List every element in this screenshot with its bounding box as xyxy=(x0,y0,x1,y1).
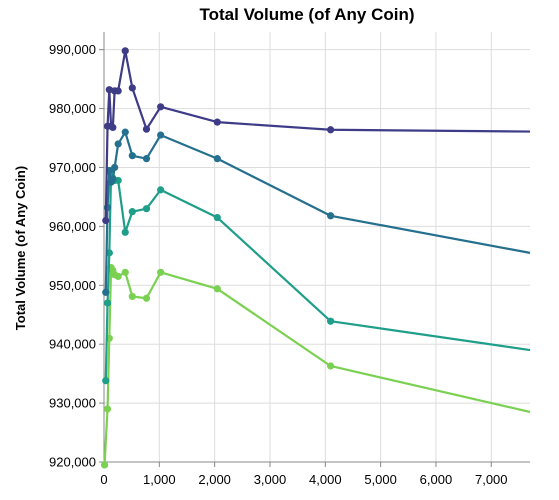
data-point xyxy=(327,212,335,220)
data-point xyxy=(114,140,122,148)
series-line xyxy=(103,266,531,466)
chart-title: Total Volume (of Any Coin) xyxy=(200,5,415,24)
data-point xyxy=(128,292,136,301)
x-tick-label: 3,000 xyxy=(254,472,287,487)
series-line xyxy=(104,49,531,221)
data-point xyxy=(157,131,165,139)
data-point xyxy=(102,216,110,225)
data-point xyxy=(213,213,221,222)
data-point xyxy=(142,294,151,302)
y-tick-label: 920,000 xyxy=(49,455,96,470)
x-tick-label: 7,000 xyxy=(475,472,508,487)
data-point xyxy=(114,87,122,95)
x-tick-label: 1,000 xyxy=(143,472,176,487)
data-point xyxy=(142,125,151,133)
series xyxy=(100,264,531,469)
y-tick-label: 980,000 xyxy=(49,101,96,116)
data-point xyxy=(128,208,136,216)
axes: 920,000 930,000 940,000 950,000 960,000 970,0… xyxy=(49,32,530,487)
data-point xyxy=(114,272,122,281)
x-tick-label: 4,000 xyxy=(309,472,342,487)
y-tick-label: 960,000 xyxy=(49,219,96,234)
x-tick-label: 0 xyxy=(100,472,107,487)
y-tick-label: 930,000 xyxy=(49,396,96,411)
y-axis-label: Total Volume (of Any Coin) xyxy=(13,166,28,330)
grid xyxy=(103,32,530,463)
data-point xyxy=(103,299,112,307)
data-point xyxy=(102,288,110,296)
data-point xyxy=(109,175,117,183)
data-point xyxy=(128,84,136,92)
x-tick-label: 2,000 xyxy=(198,472,231,487)
series xyxy=(102,128,531,296)
y-tick-label: 970,000 xyxy=(49,160,96,175)
data-point xyxy=(157,268,165,276)
data-point xyxy=(128,152,136,160)
series xyxy=(102,169,531,385)
data-point xyxy=(121,128,129,136)
data-point xyxy=(109,123,117,132)
data-point xyxy=(121,228,129,236)
data-point xyxy=(213,285,221,293)
data-point xyxy=(142,155,151,163)
y-tick-label: 990,000 xyxy=(49,42,96,57)
y-tick-label: 950,000 xyxy=(49,278,96,293)
data-point xyxy=(213,155,221,163)
y-tick-label: 940,000 xyxy=(49,337,96,352)
data-point xyxy=(157,103,165,111)
series xyxy=(102,47,531,225)
data-point xyxy=(121,47,129,55)
data-point xyxy=(103,405,112,413)
x-tick-label: 6,000 xyxy=(420,472,453,487)
data-point xyxy=(327,317,335,325)
data-point xyxy=(111,163,119,172)
data-point xyxy=(327,126,335,134)
series-line xyxy=(104,131,531,293)
data-point xyxy=(100,461,109,469)
data-point xyxy=(213,118,221,126)
series-line xyxy=(104,172,531,381)
data-point xyxy=(121,268,129,276)
data-point xyxy=(102,377,110,385)
x-tick-label: 5,000 xyxy=(364,472,397,487)
data-point xyxy=(142,205,151,213)
data-point xyxy=(327,362,335,370)
data-point xyxy=(157,186,165,194)
series-group xyxy=(100,47,531,469)
